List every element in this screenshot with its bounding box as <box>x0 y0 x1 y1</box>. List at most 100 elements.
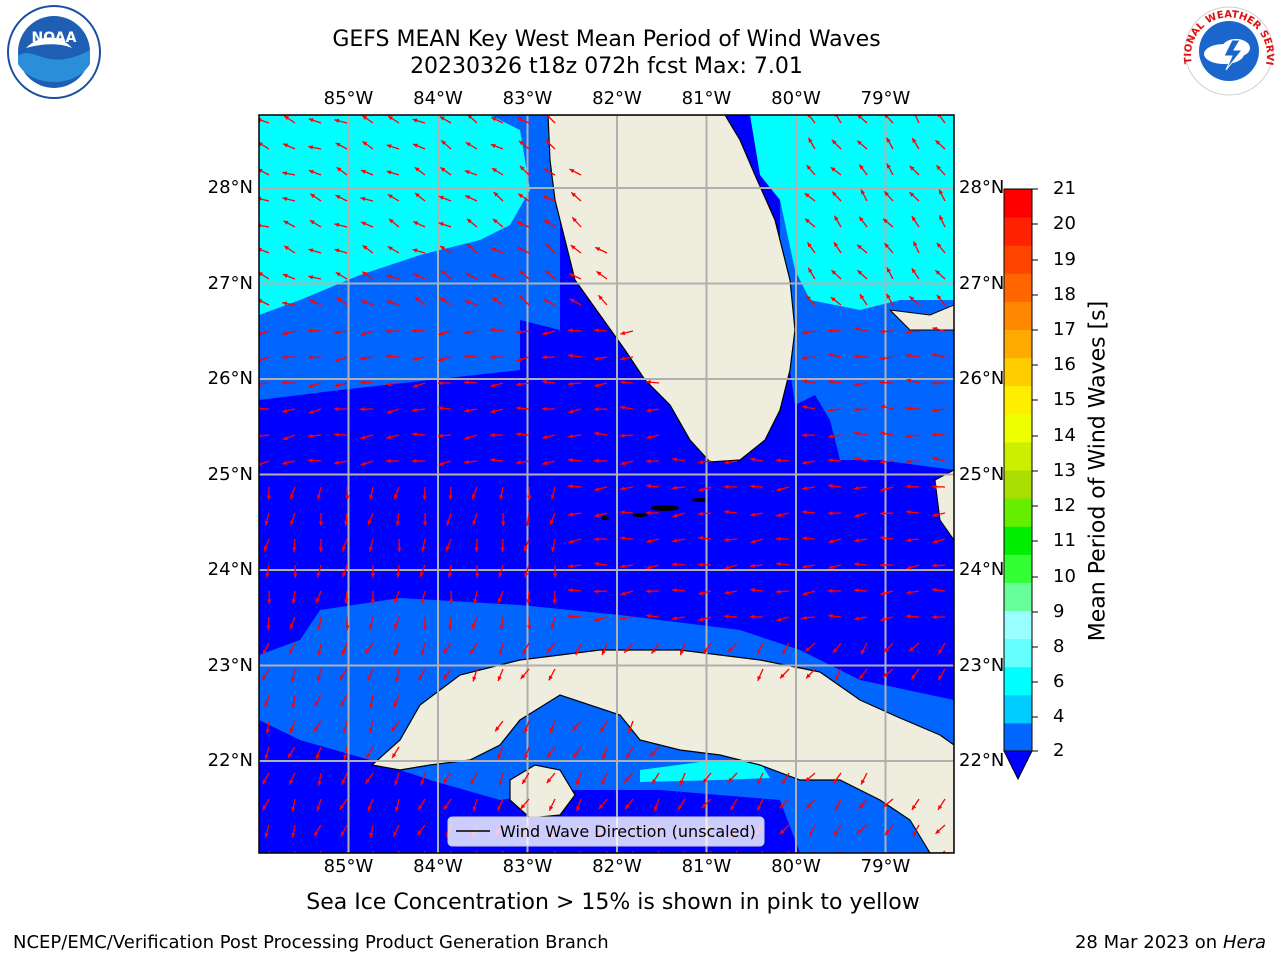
lat-tick-label: 26°N <box>207 368 253 389</box>
wave-direction-arrowhead <box>776 536 781 542</box>
wave-direction-arrow <box>879 330 894 333</box>
wave-direction-arrow <box>779 798 790 809</box>
wave-direction-arrowhead <box>620 380 625 385</box>
wave-direction-arrowhead <box>313 726 319 732</box>
wave-direction-arrowhead <box>291 702 296 708</box>
wave-direction-arrowhead <box>911 216 917 222</box>
wave-direction-arrowhead <box>620 616 625 621</box>
wave-direction-arrowhead <box>543 168 549 173</box>
wave-direction-arrowhead <box>470 649 475 655</box>
wave-direction-arrow <box>935 824 946 835</box>
wave-direction-arrowhead <box>542 460 548 466</box>
wave-direction-arrowhead <box>542 355 547 360</box>
wave-direction-arrowhead <box>417 830 422 836</box>
wave-direction-arrowhead <box>308 383 314 388</box>
wave-direction-arrow <box>307 329 322 332</box>
wave-direction-arrowhead <box>575 780 580 786</box>
wave-direction-arrowhead <box>543 299 549 304</box>
wave-direction-arrowhead <box>859 216 864 222</box>
wave-direction-arrowhead <box>549 805 554 811</box>
wave-direction-arrowhead <box>698 617 704 622</box>
wave-direction-arrow <box>569 168 582 176</box>
wave-direction-arrowhead <box>259 223 261 228</box>
wave-direction-arrowhead <box>345 495 350 500</box>
wave-direction-arrowhead <box>572 217 577 223</box>
wave-direction-arrowhead <box>448 495 453 500</box>
wave-direction-arrow <box>391 746 400 759</box>
lon-tick-label: 83°W <box>502 856 553 877</box>
wave-direction-arrowhead <box>259 196 262 202</box>
wave-direction-arrow <box>856 140 868 150</box>
wave-direction-arrow <box>804 218 816 228</box>
wave-direction-arrow <box>386 434 400 439</box>
wave-direction-arrowhead <box>594 356 600 361</box>
wave-direction-arrowhead <box>544 219 550 225</box>
wave-direction-arrowhead <box>830 167 836 172</box>
wave-direction-arrowhead <box>386 170 392 175</box>
wave-direction-arrow <box>308 299 322 306</box>
wave-direction-arrow <box>464 460 478 464</box>
wave-direction-arrow <box>749 564 764 567</box>
wave-direction-arrow <box>672 512 686 518</box>
wave-direction-arrow <box>360 197 374 202</box>
colorbar-segment <box>1004 441 1032 471</box>
wave-direction-arrowhead <box>343 754 348 760</box>
wave-direction-arrowhead <box>341 779 346 785</box>
wave-direction-arrow <box>264 746 270 760</box>
wave-direction-arrowhead <box>598 829 604 835</box>
wave-direction-arrowhead <box>412 383 418 388</box>
wave-direction-arrow <box>341 538 348 552</box>
wave-direction-arrow <box>442 642 452 655</box>
wave-direction-arrow <box>937 668 946 681</box>
isla-juventud <box>509 764 576 819</box>
wave-direction-arrow <box>541 356 556 359</box>
wave-direction-arrow <box>775 459 790 462</box>
colorbar-frame <box>1003 188 1033 752</box>
wave-direction-arrowhead <box>393 494 399 500</box>
wave-direction-arrow <box>853 408 868 411</box>
colorbar-tick-label: 11 <box>1053 530 1076 551</box>
wave-direction-arrowhead <box>906 406 911 411</box>
wave-direction-arrow <box>368 720 374 734</box>
wave-direction-arrow <box>518 269 530 280</box>
wave-direction-arrowhead <box>524 572 529 578</box>
wave-direction-arrow <box>575 772 582 786</box>
wave-direction-arrow <box>259 248 270 254</box>
wave-direction-arrow <box>412 408 426 412</box>
wave-direction-arrow <box>309 193 322 202</box>
wave-direction-arrowhead <box>802 591 808 596</box>
wave-direction-arrow <box>911 137 920 150</box>
wave-direction-arrowhead <box>757 649 762 655</box>
wave-direction-arrow <box>519 295 530 306</box>
wave-direction-arrow <box>412 248 426 254</box>
wave-direction-arrowhead <box>440 297 446 303</box>
wave-direction-arrowhead <box>542 379 547 384</box>
wave-direction-arrow <box>623 772 634 783</box>
wave-direction-arrowhead <box>308 248 314 253</box>
wave-direction-arrowhead <box>342 728 347 734</box>
wave-direction-arrow <box>341 772 348 786</box>
wave-direction-arrowhead <box>308 118 314 123</box>
band-2-4-south <box>259 598 954 853</box>
wave-direction-arrowhead <box>568 484 573 489</box>
wave-direction-arrow <box>567 589 582 592</box>
wave-direction-arrowhead <box>802 355 807 360</box>
wave-direction-arrow <box>334 356 348 363</box>
wave-direction-arrow <box>366 668 374 682</box>
wave-direction-arrowhead <box>316 754 321 760</box>
wave-direction-arrow <box>386 408 400 414</box>
wave-direction-arrow <box>884 824 894 836</box>
wave-direction-arrow <box>941 850 946 853</box>
wave-direction-arrowhead <box>309 220 315 225</box>
wave-direction-arrowhead <box>574 830 579 836</box>
wave-direction-arrow <box>360 356 374 360</box>
wave-direction-arrow <box>750 457 764 462</box>
wave-direction-arrow <box>394 642 400 656</box>
wave-direction-arrowhead <box>672 457 678 462</box>
wave-direction-arrowhead <box>620 330 626 336</box>
colorbar-tick-label: 18 <box>1053 284 1076 305</box>
wave-direction-arrowhead <box>516 406 521 411</box>
wave-direction-arrow <box>524 720 530 734</box>
wave-direction-arrow <box>516 221 530 228</box>
wave-direction-arrowhead <box>545 270 551 275</box>
